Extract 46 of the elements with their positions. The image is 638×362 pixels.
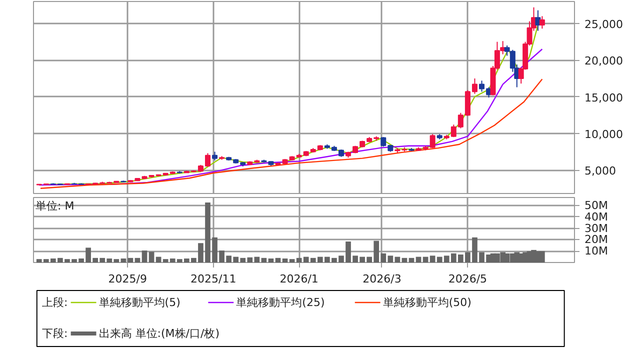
bar <box>120 258 126 262</box>
y-tick-label: 15,000 <box>584 91 623 104</box>
y-tick-label: 25,000 <box>584 18 623 31</box>
legend-title: 上段: <box>42 296 68 309</box>
legend-label: 単純移動平均(25) <box>236 296 325 309</box>
y-tick-label: 50M <box>584 198 608 212</box>
legend-title: 下段: <box>42 327 68 340</box>
x-tick-label: 2025/11 <box>190 272 236 286</box>
line-series <box>40 78 543 189</box>
x-tick-label: 2026/5 <box>448 272 488 286</box>
y-tick-label: 20,000 <box>584 54 623 68</box>
bar <box>254 256 260 262</box>
bar <box>422 256 428 262</box>
bar <box>275 258 281 262</box>
bar <box>408 258 414 262</box>
candlestick <box>535 10 541 32</box>
y-tick-label: 5,000 <box>584 164 616 178</box>
y-tick-label: 40M <box>584 210 608 224</box>
x-tick-label: 2026/1 <box>280 272 318 286</box>
annotation: 単位: M <box>36 200 74 212</box>
bar <box>148 252 154 262</box>
bar <box>504 253 510 262</box>
bar <box>289 259 295 262</box>
y-tick-label: 20M <box>584 233 608 246</box>
legend-label: 単純移動平均(5) <box>98 296 180 309</box>
bar <box>142 250 148 262</box>
bar <box>268 258 274 262</box>
bar <box>416 256 422 262</box>
bar <box>134 258 140 262</box>
candlestick <box>539 16 545 30</box>
bar <box>402 258 408 262</box>
line-series <box>38 48 543 186</box>
bar <box>430 256 436 262</box>
x-tick-label: 2025/9 <box>108 272 147 286</box>
bar <box>156 256 162 262</box>
y-tick-label: 30M <box>584 222 608 235</box>
bar <box>282 258 288 262</box>
bar <box>128 258 134 262</box>
bar <box>261 258 267 262</box>
bar <box>540 251 545 262</box>
x-tick-label: 2026/3 <box>362 272 402 286</box>
legend-label: 単純移動平均(50) <box>382 296 472 309</box>
y-tick-label: 10M <box>584 244 608 258</box>
bar <box>394 256 400 262</box>
legend-label: 出来高 単位:(M株/口/枚) <box>98 327 220 340</box>
y-tick-label: 10,000 <box>584 128 623 141</box>
